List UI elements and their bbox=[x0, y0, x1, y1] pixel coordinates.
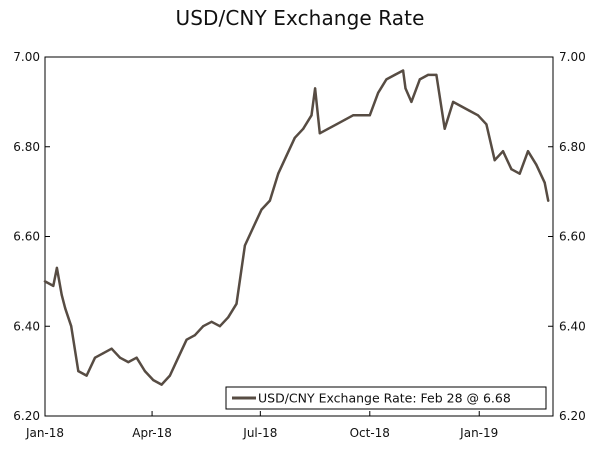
left-y-tick-label: 7.00 bbox=[13, 50, 40, 64]
data-point bbox=[285, 154, 288, 157]
data-point bbox=[102, 352, 105, 355]
left-y-tick-label: 6.40 bbox=[13, 319, 40, 333]
data-point bbox=[293, 136, 296, 139]
data-point bbox=[510, 168, 513, 171]
data-point bbox=[393, 73, 396, 76]
data-point bbox=[168, 374, 171, 377]
data-point bbox=[64, 307, 67, 310]
data-point bbox=[127, 361, 130, 364]
data-point bbox=[185, 338, 188, 341]
data-point bbox=[501, 150, 505, 153]
data-point bbox=[404, 87, 407, 90]
right-y-tick-label: 6.20 bbox=[559, 409, 586, 423]
data-point bbox=[60, 293, 63, 296]
right-y-tick-label: 6.40 bbox=[559, 319, 586, 333]
left-y-tick-label: 6.20 bbox=[13, 409, 40, 423]
legend-label: USD/CNY Exchange Rate: Feb 28 @ 6.68 bbox=[258, 391, 511, 406]
data-point bbox=[252, 226, 255, 229]
legend-box bbox=[225, 386, 547, 410]
right-y-axis: 6.20 6.40 6.60 6.80 7.00 bbox=[548, 50, 586, 423]
series-layer bbox=[43, 69, 550, 386]
data-point bbox=[476, 114, 480, 117]
left-y-tick-label: 6.60 bbox=[13, 230, 40, 244]
data-point bbox=[52, 284, 55, 287]
data-point bbox=[343, 118, 346, 121]
plot-border bbox=[44, 56, 554, 417]
data-point bbox=[70, 325, 73, 328]
data-point bbox=[118, 356, 122, 359]
data-point bbox=[210, 320, 213, 323]
data-point bbox=[55, 266, 59, 269]
legend: USD/CNY Exchange Rate: Feb 28 @ 6.68 bbox=[225, 386, 547, 410]
data-point bbox=[468, 109, 471, 112]
series-line bbox=[43, 69, 550, 386]
x-tick-label: Jul-18 bbox=[242, 426, 277, 440]
data-point bbox=[93, 356, 97, 359]
data-point bbox=[314, 87, 317, 90]
x-tick-label: Oct-18 bbox=[350, 426, 390, 440]
data-point bbox=[143, 370, 146, 373]
data-point bbox=[160, 383, 163, 386]
x-tick-label: Jan-19 bbox=[459, 426, 498, 440]
data-point bbox=[202, 325, 205, 328]
data-point bbox=[177, 356, 180, 359]
data-point bbox=[435, 73, 438, 76]
data-point bbox=[377, 91, 380, 94]
x-tick-label: Jan-18 bbox=[25, 426, 64, 440]
data-point bbox=[352, 114, 355, 117]
right-y-tick-label: 6.80 bbox=[559, 140, 586, 154]
data-point bbox=[152, 379, 155, 382]
left-y-tick-label: 6.80 bbox=[13, 140, 40, 154]
data-point bbox=[535, 163, 538, 166]
data-point bbox=[518, 172, 521, 175]
data-point bbox=[360, 114, 363, 117]
data-point bbox=[218, 325, 221, 328]
data-point bbox=[443, 127, 446, 130]
data-point bbox=[243, 244, 246, 247]
data-point bbox=[410, 100, 413, 103]
data-point bbox=[368, 114, 371, 117]
data-point bbox=[485, 123, 488, 126]
left-y-axis: 6.20 6.40 6.60 6.80 7.00 bbox=[13, 50, 50, 423]
data-point bbox=[135, 356, 138, 359]
data-point bbox=[526, 150, 530, 153]
chart-title: USD/CNY Exchange Rate bbox=[175, 6, 425, 30]
data-point bbox=[85, 374, 88, 377]
data-point bbox=[543, 181, 546, 184]
right-y-tick-label: 7.00 bbox=[559, 50, 586, 64]
data-point bbox=[235, 302, 238, 305]
right-y-tick-label: 6.60 bbox=[559, 230, 586, 244]
data-point bbox=[493, 159, 496, 162]
data-point bbox=[385, 78, 388, 81]
data-point bbox=[260, 208, 263, 211]
data-point bbox=[77, 370, 80, 373]
data-point bbox=[268, 199, 271, 202]
data-point bbox=[310, 114, 313, 117]
data-point bbox=[460, 105, 463, 108]
data-point bbox=[335, 123, 338, 126]
data-point bbox=[318, 132, 321, 135]
data-point bbox=[43, 280, 47, 283]
data-point bbox=[427, 73, 430, 76]
data-point bbox=[402, 69, 405, 72]
data-point bbox=[277, 172, 280, 175]
data-point bbox=[110, 347, 113, 350]
x-axis: Jan-18 Apr-18 Jul-18 Oct-18 Jan-19 bbox=[25, 411, 498, 440]
plot-frame bbox=[44, 56, 554, 417]
data-point bbox=[327, 127, 330, 130]
data-point bbox=[193, 334, 196, 337]
data-point bbox=[452, 100, 455, 103]
x-tick-label: Apr-18 bbox=[132, 426, 172, 440]
data-point bbox=[227, 316, 230, 319]
data-point bbox=[547, 199, 550, 202]
data-point bbox=[418, 78, 421, 81]
data-point bbox=[302, 127, 305, 130]
